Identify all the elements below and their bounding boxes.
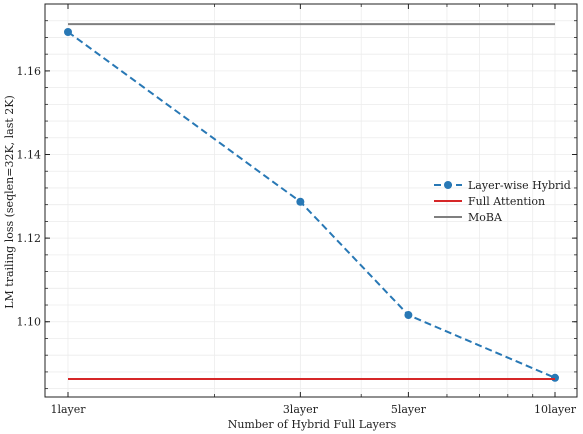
series-layer	[64, 23, 559, 382]
data-point-10layer	[551, 373, 559, 382]
grid	[45, 4, 577, 397]
plot-frame	[44, 3, 578, 398]
legend-label: MoBA	[468, 211, 503, 224]
legend-label: Full Attention	[468, 195, 545, 208]
axes	[44, 3, 578, 398]
y-axis-label: LM trailing loss (seqlen=32K, last 2K)	[3, 95, 16, 309]
data-point-3layer	[296, 197, 305, 206]
legend-label: Layer-wise Hybrid	[468, 179, 571, 192]
data-point-1layer	[64, 28, 72, 37]
data-point-5layer	[404, 311, 413, 320]
y-tick-label: 1.10	[17, 316, 42, 329]
x-axis-label: Number of Hybrid Full Layers	[228, 418, 397, 431]
y-tick-label: 1.12	[17, 232, 42, 245]
legend: Layer-wise Hybrid Full Attention MoBA	[434, 179, 571, 224]
series-line-layer-wise-hybrid	[67, 31, 556, 379]
y-tick-label: 1.14	[17, 149, 42, 162]
legend-marker	[444, 181, 452, 189]
y-tick-label: 1.16	[17, 65, 42, 78]
ticks: 1.10 1.12 1.14 1.16 1layer 3layer 5layer 10laye…	[17, 4, 577, 416]
x-tick-label: 10layer	[534, 403, 577, 416]
x-tick-label: 5layer	[391, 403, 427, 416]
x-tick-label: 1layer	[50, 403, 86, 416]
x-tick-label: 3layer	[283, 403, 319, 416]
